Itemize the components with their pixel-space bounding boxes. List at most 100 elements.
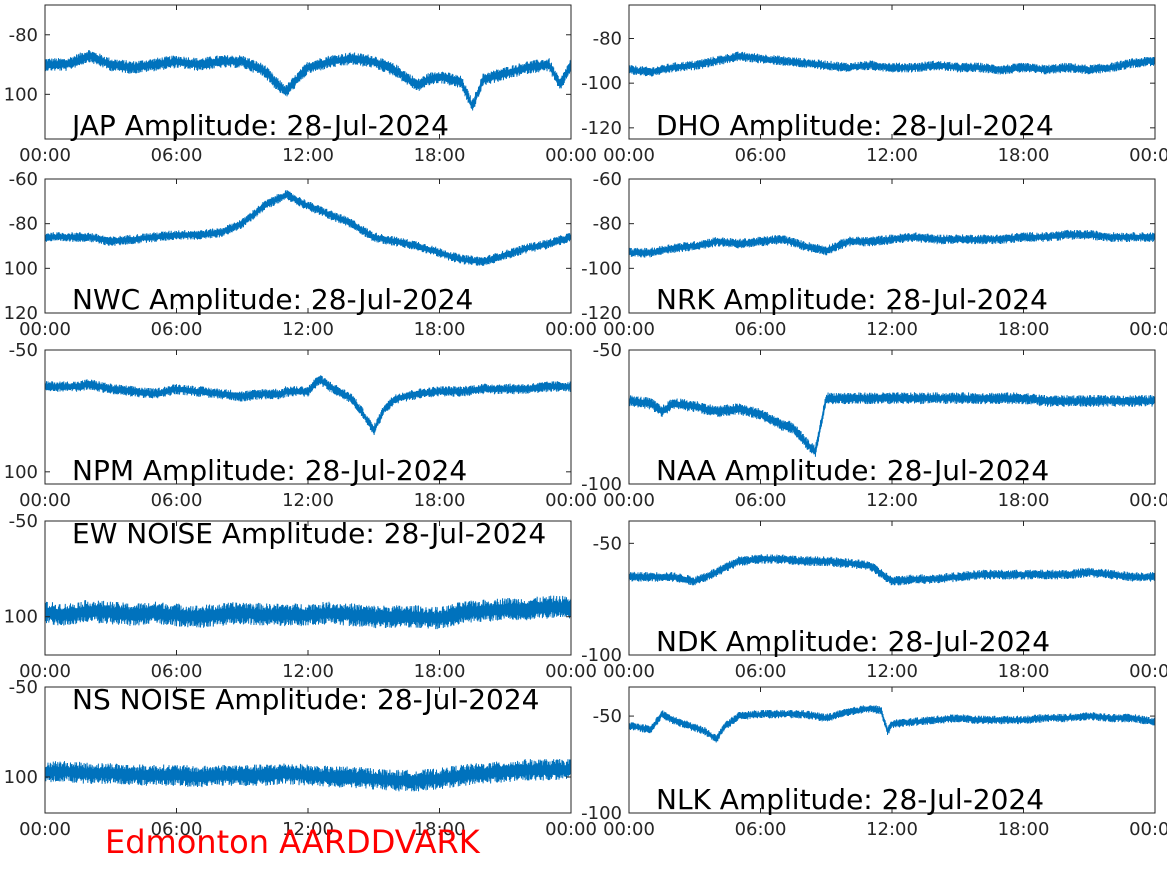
- y-tick-label: -100: [581, 73, 622, 94]
- x-tick-label: 00:00: [19, 819, 71, 840]
- series-line-naa: [629, 397, 1155, 454]
- x-tick-label: 00:00: [545, 490, 597, 511]
- panel-dho: 00:00 06:00 12:00 18:00 00:00 -80 -100 -120 DHO …: [581, 4, 1167, 166]
- y-tick-label: -50: [9, 511, 38, 532]
- y-tick-label: -60: [9, 169, 38, 190]
- panel-nlk: 00:00 06:00 12:00 18:00 00:00 -50 -100 NLK Ampl…: [581, 686, 1167, 840]
- panel-nwc: 00:00 06:00 12:00 18:00 00:00 -60 -80 100 120 NWC…: [4, 169, 597, 340]
- series-line-nlk: [629, 707, 1155, 741]
- x-tick-label: 12:00: [282, 319, 334, 340]
- x-tick-label: 06:00: [735, 319, 787, 340]
- x-tick-label: 00:00: [1129, 319, 1167, 340]
- x-tick-label: 00:00: [603, 661, 655, 682]
- x-tick-label: 12:00: [866, 661, 918, 682]
- panel-title-ns-noise: NS NOISE Amplitude: 28-Jul-2024: [72, 683, 539, 716]
- x-tick-label: 12:00: [866, 490, 918, 511]
- series-line-ndk: [629, 558, 1155, 583]
- y-tick-label: -50: [9, 677, 38, 698]
- series-band-nwc: [45, 190, 571, 267]
- panel-title-nlk: NLK Amplitude: 28-Jul-2024: [656, 783, 1044, 816]
- x-tick-label: 18:00: [414, 490, 466, 511]
- x-tick-label: 18:00: [414, 145, 466, 166]
- x-tick-label: 18:00: [998, 819, 1050, 840]
- x-tick-label: 06:00: [735, 661, 787, 682]
- y-tick-label: -100: [581, 474, 622, 495]
- y-tick-label: -80: [593, 214, 622, 235]
- x-tick-label: 06:00: [151, 145, 203, 166]
- x-tick-label: 06:00: [735, 490, 787, 511]
- x-tick-label: 00:00: [603, 819, 655, 840]
- x-tick-label: 18:00: [414, 819, 466, 840]
- x-tick-label: 00:00: [1129, 819, 1167, 840]
- panel-ns-noise: 00:00 06:00 12:00 18:00 00:00 -50 100 NS NOISE …: [4, 677, 597, 840]
- panel-title-dho: DHO Amplitude: 28-Jul-2024: [656, 109, 1054, 142]
- series-band-ew-noise: [45, 595, 571, 630]
- y-tick-label: 100: [4, 84, 38, 105]
- panel-title-ndk: NDK Amplitude: 28-Jul-2024: [656, 625, 1050, 658]
- panel-ndk: 00:00 06:00 12:00 18:00 00:00 -50 -100 NDK Ampl…: [581, 520, 1167, 682]
- x-tick-label: 06:00: [151, 319, 203, 340]
- x-tick-label: 12:00: [866, 145, 918, 166]
- series-line-nwc: [45, 193, 571, 263]
- y-tick-label: -100: [581, 258, 622, 279]
- x-tick-label: 18:00: [998, 145, 1050, 166]
- y-tick-label: 100: [4, 607, 38, 628]
- y-tick-label: -120: [581, 118, 622, 139]
- x-tick-label: 00:00: [19, 490, 71, 511]
- panel-title-npm: NPM Amplitude: 28-Jul-2024: [72, 454, 467, 487]
- x-tick-label: 00:00: [545, 145, 597, 166]
- x-tick-label: 12:00: [866, 819, 918, 840]
- panel-ew-noise: 00:00 06:00 12:00 18:00 00:00 -50 100 EW NOISE …: [4, 511, 597, 682]
- x-tick-label: 00:00: [19, 145, 71, 166]
- x-tick-label: 06:00: [151, 819, 203, 840]
- x-tick-label: 12:00: [282, 490, 334, 511]
- panel-title-nwc: NWC Amplitude: 28-Jul-2024: [72, 283, 473, 316]
- x-tick-label: 00:00: [545, 819, 597, 840]
- panel-npm: 00:00 06:00 12:00 18:00 00:00 -50 100 NPM Ampli…: [4, 340, 597, 511]
- y-tick-label: -80: [9, 214, 38, 235]
- x-tick-label: 00:00: [1129, 145, 1167, 166]
- x-tick-label: 00:00: [545, 661, 597, 682]
- series-band-dho: [629, 51, 1155, 77]
- panel-title-naa: NAA Amplitude: 28-Jul-2024: [656, 454, 1049, 487]
- y-tick-label: -50: [593, 533, 622, 554]
- x-tick-label: 12:00: [282, 661, 334, 682]
- series-line-ew-noise: [45, 606, 571, 620]
- y-tick-label: 100: [4, 258, 38, 279]
- x-tick-label: 06:00: [735, 145, 787, 166]
- panel-jap: 00:00 06:00 12:00 18:00 00:00 -80 100 JAP Ampli…: [4, 4, 597, 166]
- y-tick-label: -120: [581, 303, 622, 324]
- series-band-jap: [45, 50, 571, 111]
- x-tick-label: 00:00: [19, 661, 71, 682]
- panels-group: 00:00 06:00 12:00 18:00 00:00 -80 100 JAP Ampli…: [4, 4, 1167, 840]
- y-tick-label: -50: [593, 706, 622, 727]
- panel-naa: 00:00 06:00 12:00 18:00 00:00 -50 -100 NAA Ampl…: [581, 340, 1167, 511]
- x-tick-label: 00:00: [1129, 661, 1167, 682]
- x-tick-label: 00:00: [603, 145, 655, 166]
- x-tick-label: 00:00: [603, 490, 655, 511]
- series-line-nrk: [629, 234, 1155, 254]
- x-tick-label: 12:00: [282, 819, 334, 840]
- x-tick-label: 18:00: [998, 319, 1050, 340]
- y-tick-label: -50: [9, 340, 38, 361]
- series-line-jap: [45, 54, 571, 109]
- series-band-npm: [45, 375, 571, 436]
- panel-title-nrk: NRK Amplitude: 28-Jul-2024: [656, 283, 1048, 316]
- x-tick-label: 12:00: [866, 319, 918, 340]
- series-line-npm: [45, 378, 571, 432]
- x-tick-label: 12:00: [282, 145, 334, 166]
- y-tick-label: -60: [593, 169, 622, 190]
- panel-title-ew-noise: EW NOISE Amplitude: 28-Jul-2024: [72, 517, 546, 550]
- panel-nrk: 00:00 06:00 12:00 18:00 00:00 -60 -80 -100 -120 N…: [581, 169, 1167, 340]
- series-line-ns-noise: [45, 769, 571, 782]
- y-tick-label: -100: [581, 645, 622, 666]
- x-tick-label: 00:00: [1129, 490, 1167, 511]
- y-tick-label: 100: [4, 767, 38, 788]
- x-tick-label: 06:00: [151, 490, 203, 511]
- series-line-dho: [629, 55, 1155, 73]
- y-tick-label: -50: [593, 340, 622, 361]
- series-band-naa: [629, 392, 1155, 457]
- x-tick-label: 18:00: [998, 490, 1050, 511]
- x-tick-label: 18:00: [998, 661, 1050, 682]
